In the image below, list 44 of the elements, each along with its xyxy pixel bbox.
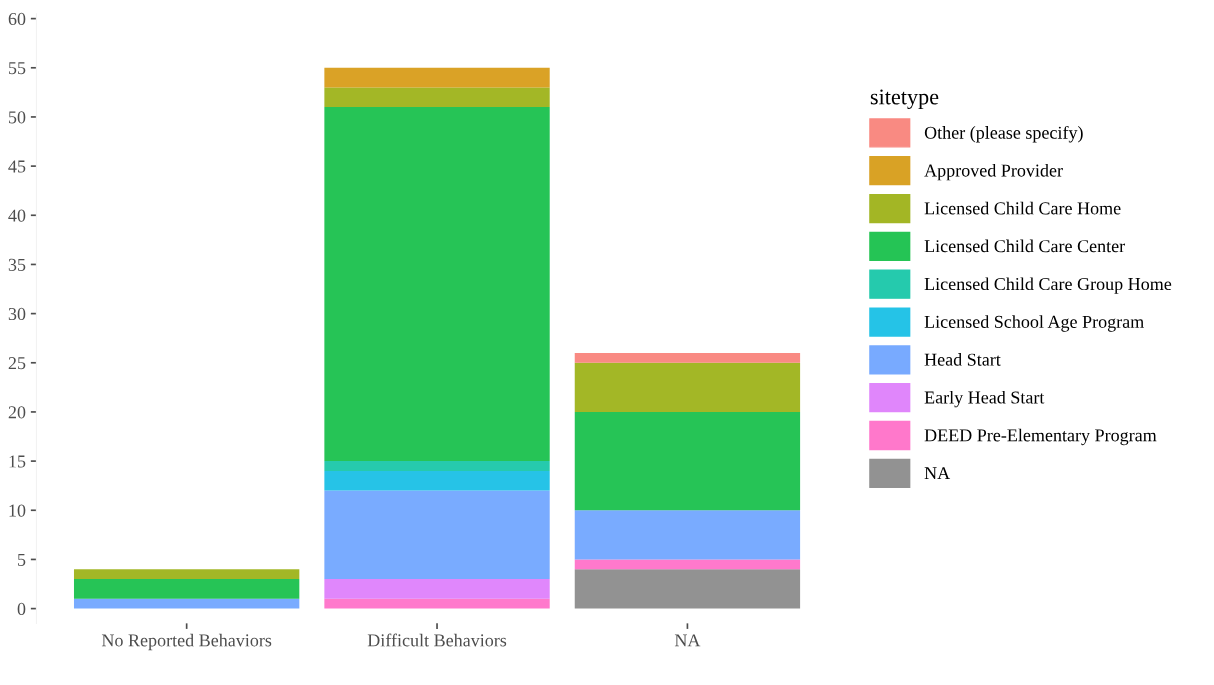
bar (324, 107, 550, 462)
legend-label: DEED Pre-Elementary Program (924, 428, 1157, 446)
y-tick-label: 45 (8, 160, 26, 173)
bar (574, 559, 801, 570)
legend-label: Licensed Child Care Home (924, 201, 1121, 215)
bar (574, 569, 801, 609)
x-tick-label: NA (674, 634, 701, 647)
y-tick-label: 50 (9, 111, 26, 124)
legend-label: Licensed School Age Program (924, 315, 1144, 332)
y-tick-label: 15 (9, 455, 26, 468)
legend-label: Approved Provider (924, 163, 1063, 181)
y-tick-label: 60 (8, 12, 26, 26)
bar (324, 579, 550, 599)
bar (574, 411, 801, 511)
bar (574, 510, 801, 560)
y-tick-label: 5 (18, 553, 26, 566)
legend-title: sitetype (870, 89, 939, 110)
bar (324, 490, 550, 580)
x-tick-label: Difficult Behaviors (367, 633, 507, 647)
bar (324, 598, 550, 609)
y-tick-label: 35 (8, 258, 26, 271)
bar (73, 598, 300, 609)
legend-label: Other (please specify) (924, 125, 1083, 143)
bar (574, 352, 801, 363)
y-tick-label: 40 (8, 209, 26, 222)
bar (324, 67, 550, 88)
y-tick-label: 25 (8, 357, 26, 370)
bar (73, 569, 300, 580)
y-tick-label: 55 (9, 62, 26, 75)
y-tick-label: 10 (9, 504, 26, 517)
legend-label: Licensed Child Care Group Home (924, 277, 1172, 294)
bar (324, 87, 550, 108)
legend-label: Licensed Child Care Center (924, 239, 1125, 253)
y-tick-label: 0 (17, 602, 26, 616)
bar (574, 362, 801, 412)
y-tick-label: 20 (8, 406, 26, 419)
bar (324, 461, 550, 471)
legend-label: Head Start (924, 353, 1001, 366)
y-tick-label: 30 (8, 307, 26, 321)
legend-label: NA (924, 467, 951, 480)
bar (324, 470, 550, 491)
bar (73, 579, 300, 599)
legend-label: Early Head Start (924, 390, 1045, 408)
x-tick-label: No Reported Behaviors (101, 633, 272, 651)
